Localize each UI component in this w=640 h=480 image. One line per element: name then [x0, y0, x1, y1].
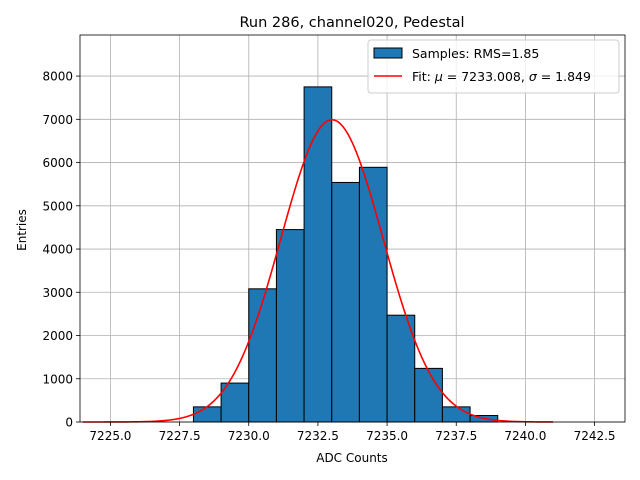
histogram-bar	[358, 166, 388, 423]
chart-title: Run 286, channel020, Pedestal	[239, 15, 464, 31]
legend-fit-mu-symbol: μ	[434, 69, 443, 84]
legend: Samples: RMS=1.85 Fit: μ = 7233.008, σ =…	[367, 39, 620, 94]
y-axis-ticks: 0 1000 2000 3000 4000 5000 6000 7000 8000	[42, 70, 80, 430]
histogram-bar	[220, 382, 250, 423]
histogram-bar	[414, 367, 443, 423]
legend-fit-prefix: Fit:	[412, 69, 435, 84]
legend-box	[367, 39, 620, 94]
x-tick-label: 7232.5	[297, 429, 339, 443]
legend-samples-label: Samples: RMS=1.85	[412, 46, 539, 61]
x-tick-label: 7227.5	[159, 429, 201, 443]
y-axis-label: Entries	[15, 209, 29, 251]
x-tick-label: 7242.5	[574, 429, 616, 443]
legend-samples-patch	[373, 47, 403, 59]
x-axis-label: ADC Counts	[316, 451, 388, 465]
legend-fit-sigma-value: = 1.849	[537, 69, 591, 84]
histogram-bar	[441, 406, 471, 423]
histogram-bar	[386, 314, 416, 423]
x-axis-ticks: 7225.0 7227.5 7230.0 7232.5 7235.0 7237.5 7240…	[89, 422, 616, 443]
x-tick-label: 7230.0	[228, 429, 270, 443]
y-tick-label: 2000	[42, 329, 73, 343]
histogram-bar	[248, 288, 277, 423]
legend-fit-mu-value: = 7233.008,	[443, 69, 529, 84]
plot-frame	[79, 34, 626, 423]
histogram-bar	[303, 86, 333, 423]
y-tick-label: 5000	[42, 199, 73, 213]
y-tick-label: 7000	[42, 113, 73, 127]
fit-curve	[82, 118, 554, 423]
x-tick-label: 7237.5	[435, 429, 477, 443]
legend-fit-sigma-symbol: σ	[529, 69, 538, 84]
fit-curve-layer	[82, 118, 554, 423]
histogram-bar	[192, 406, 222, 423]
histogram-bar	[275, 229, 305, 423]
legend-fit-label: Fit: μ = 7233.008, σ = 1.849	[412, 69, 591, 84]
y-tick-label: 0	[65, 416, 73, 430]
histogram-bar	[331, 181, 360, 423]
y-tick-label: 6000	[42, 156, 73, 170]
x-tick-label: 7225.0	[89, 429, 131, 443]
y-tick-label: 4000	[42, 243, 73, 257]
x-tick-label: 7235.0	[366, 429, 408, 443]
x-tick-label: 7240.0	[504, 429, 546, 443]
y-tick-label: 8000	[42, 70, 73, 84]
y-tick-label: 3000	[42, 286, 73, 300]
y-tick-label: 1000	[42, 372, 73, 386]
